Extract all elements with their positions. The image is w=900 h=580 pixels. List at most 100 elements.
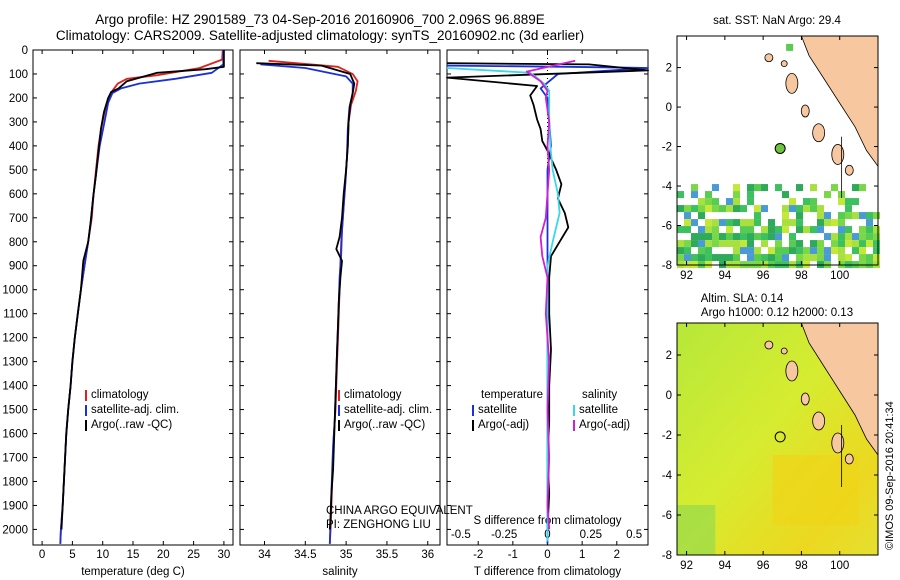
depth-tick-label: 0 [22,45,28,57]
sst-pixel [705,247,712,255]
depth-tick-label: 700 [9,213,28,225]
sst-pixel [789,219,796,227]
sst-pixel [698,254,705,262]
island [812,123,826,143]
sst-pixel [733,219,740,227]
depth-tick-label: 100 [9,69,28,81]
sst-pixel [719,254,726,262]
sst-pixel [824,191,831,199]
sst-pixel [789,205,796,213]
temperature-legend-label: climatology [91,389,149,401]
sst-pixel [838,219,845,227]
depth-tick-label: 900 [9,261,28,273]
difference-t-tick-label: 2 [614,549,620,561]
sst-pixel [845,212,852,220]
depth-tick-label: 800 [9,237,28,249]
sla-lat-tick-label: -4 [662,470,673,482]
depth-tick-label: 300 [9,117,28,129]
island [785,72,799,94]
sst-pixel [810,198,817,206]
sst-pixel [831,233,838,241]
sst-pixel [761,226,768,234]
sst-pixel [747,219,754,227]
sst-pixel [747,198,754,206]
sst-pixel [824,212,831,220]
sst-pixel [719,240,726,248]
depth-tick-label: 1500 [2,405,28,417]
sst-pixel [838,254,845,262]
island [785,360,799,382]
sst-pixel [824,233,831,241]
sst-pixel [761,254,768,262]
sst-pixel [803,205,810,213]
difference-legend-title: temperature [481,389,543,401]
sst-pixel [733,247,740,255]
sst-pixel [768,233,775,241]
sst-pixel [698,247,705,255]
sst-pixel [810,240,817,248]
sst-pixel [803,254,810,262]
sst-pixel [691,219,698,227]
sst-lon-tick-label: 94 [718,270,731,282]
sst-pixel [789,233,796,241]
sst-pixel [803,198,810,206]
sst-pixel [733,184,740,192]
sst-pixel [761,240,768,248]
sst-pixel [761,184,768,192]
sst-pixel [726,205,733,213]
sst-pixel [747,184,754,192]
sst-pixel [733,191,740,199]
sst-pixel [845,198,852,206]
sst-pixel [705,219,712,227]
sst-pixel [838,226,845,234]
sst-pixel [782,226,789,234]
island [764,53,774,63]
temperature-panel-frame [32,49,234,546]
sst-pixel [754,205,761,213]
island [780,347,788,355]
depth-tick-label: 1100 [3,309,28,321]
difference-s-tick-label: -0.25 [491,529,517,541]
argo-position-marker [774,431,786,443]
sst-pixel [698,240,705,248]
island [844,453,854,465]
sst-pixel [768,219,775,227]
sst-pixel [873,212,880,220]
sst-pixel [810,184,817,192]
sst-pixel [754,184,761,192]
salinity-x-tick-label: 35 [340,549,353,561]
temperature-series-climatology [59,49,224,544]
title-line-2: Climatology: CARS2009. Satellite-adjuste… [55,28,585,43]
sst-pixel [691,233,698,241]
temperature-series-climatology-group [59,49,224,544]
salinity-series-climatology [268,59,359,544]
temperature-legend-label: Argo(..raw -QC) [91,419,172,431]
sst-pixel [712,198,719,206]
sst-pixel [705,254,712,262]
sst-pixel [866,233,873,241]
sst-pixel [712,184,719,192]
sst-pixel [796,226,803,234]
difference-t-tick-label: 0 [544,549,550,561]
temperature-x-tick-label: 10 [96,549,109,561]
salinity-legend-label: climatology [344,389,402,401]
sst-pixel [789,240,796,248]
sst-pixel [817,205,824,213]
sst-pixel [761,205,768,213]
difference-series-argo_salt [525,59,576,530]
sst-lat-tick-label: -4 [662,181,673,193]
sst-pixel [754,233,761,241]
sst-pixel [803,226,810,234]
sla-lat-tick-label: 0 [666,390,672,402]
sst-pixel [845,205,852,213]
sst-pixel [810,247,817,255]
sst-pixel [740,205,747,213]
sst-pixel [831,247,838,255]
sst-pixel [789,247,796,255]
sst-pixel [677,191,684,199]
sla-lon-tick-label: 94 [718,560,731,572]
sst-pixel [782,212,789,220]
sst-pixel [831,240,838,248]
sst-pixel [796,205,803,213]
